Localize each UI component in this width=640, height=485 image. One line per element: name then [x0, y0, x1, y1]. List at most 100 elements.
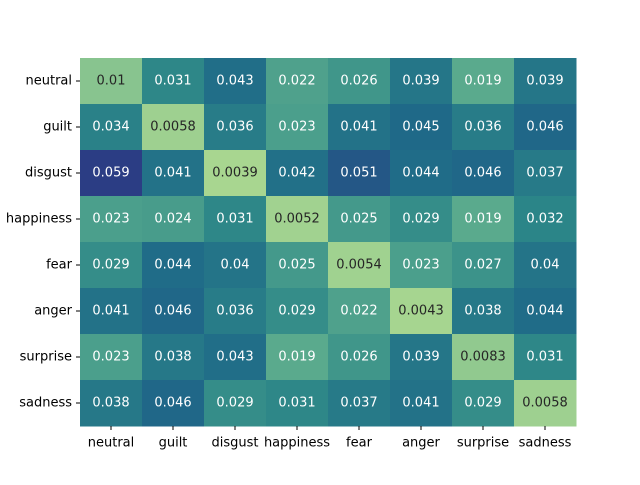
heatmap-cell [80, 288, 143, 335]
heatmap-cell [142, 150, 205, 197]
heatmap-cell [80, 104, 143, 151]
cell-value-label: 0.019 [464, 212, 501, 227]
y-tick-label: fear [46, 258, 73, 273]
x-tick-label: happiness [264, 436, 330, 451]
cell-value-label: 0.0039 [212, 166, 258, 181]
heatmap-cell [266, 58, 329, 105]
cell-value-label: 0.046 [464, 166, 501, 181]
heatmap-cell [328, 58, 391, 105]
heatmap-cell [142, 104, 205, 151]
cell-value-label: 0.019 [278, 350, 315, 365]
cell-value-label: 0.01 [97, 74, 126, 89]
cell-value-label: 0.0058 [522, 396, 568, 411]
cell-value-label: 0.038 [92, 396, 129, 411]
heatmap-cell [80, 58, 143, 105]
cell-value-label: 0.041 [154, 166, 191, 181]
y-tick-label: sadness [19, 396, 72, 411]
heatmap-cell [80, 196, 143, 243]
x-tick-label: disgust [212, 436, 259, 451]
heatmap-cell [452, 334, 515, 381]
cell-value-label: 0.051 [340, 166, 377, 181]
heatmap-cell [328, 288, 391, 335]
cell-value-label: 0.0058 [150, 120, 196, 135]
x-tick-label: neutral [88, 436, 135, 451]
cell-value-label: 0.04 [531, 258, 560, 273]
heatmap-cell [80, 242, 143, 289]
heatmap-cell [390, 380, 453, 427]
cell-value-label: 0.034 [92, 120, 129, 135]
heatmap-cell-labels: 0.01 0.031 0.043 0.022 0.026 0.039 0.019 0.039 0… [92, 74, 567, 411]
cell-value-label: 0.023 [92, 350, 129, 365]
heatmap-cell [142, 334, 205, 381]
cell-value-label: 0.045 [402, 120, 439, 135]
cell-value-label: 0.039 [526, 74, 563, 89]
cell-value-label: 0.043 [216, 74, 253, 89]
cell-value-label: 0.039 [402, 350, 439, 365]
cell-value-label: 0.029 [216, 396, 253, 411]
cell-value-label: 0.036 [216, 304, 253, 319]
x-axis: neutral guilt disgust happiness fear anger sur… [88, 426, 572, 451]
cell-value-label: 0.029 [92, 258, 129, 273]
cell-value-label: 0.022 [278, 74, 315, 89]
y-tick-label: surprise [20, 350, 72, 365]
heatmap-cell [204, 58, 267, 105]
cell-value-label: 0.023 [402, 258, 439, 273]
x-tick-label: sadness [519, 436, 572, 451]
x-tick-label: fear [346, 436, 373, 451]
cell-value-label: 0.031 [526, 350, 563, 365]
heatmap-cell [514, 334, 577, 381]
y-tick-label: anger [34, 304, 72, 319]
heatmap-cell [142, 380, 205, 427]
y-tick-label: happiness [6, 212, 72, 227]
cell-value-label: 0.029 [402, 212, 439, 227]
cell-value-label: 0.026 [340, 350, 377, 365]
heatmap-cells [80, 58, 577, 427]
cell-value-label: 0.041 [92, 304, 129, 319]
heatmap-cell [266, 288, 329, 335]
cell-value-label: 0.023 [92, 212, 129, 227]
cell-value-label: 0.059 [92, 166, 129, 181]
heatmap-cell [328, 150, 391, 197]
cell-value-label: 0.024 [154, 212, 191, 227]
heatmap-cell [514, 288, 577, 335]
y-tick-label: neutral [26, 74, 73, 89]
heatmap-cell [390, 58, 453, 105]
cell-value-label: 0.031 [216, 212, 253, 227]
heatmap-cell [142, 196, 205, 243]
heatmap-cell [452, 150, 515, 197]
heatmap-cell [328, 380, 391, 427]
cell-value-label: 0.037 [526, 166, 563, 181]
y-tick-label: disgust [25, 166, 72, 181]
x-tick-label: anger [402, 436, 440, 451]
cell-value-label: 0.046 [154, 304, 191, 319]
cell-value-label: 0.029 [464, 396, 501, 411]
y-axis: neutral guilt disgust happiness fear anger sur… [6, 74, 80, 411]
heatmap-cell [204, 150, 267, 197]
cell-value-label: 0.029 [278, 304, 315, 319]
heatmap-cell [452, 104, 515, 151]
cell-value-label: 0.044 [526, 304, 563, 319]
cell-value-label: 0.037 [340, 396, 377, 411]
y-tick-label: guilt [43, 120, 72, 135]
x-tick-label: guilt [159, 436, 188, 451]
heatmap-cell [514, 104, 577, 151]
cell-value-label: 0.038 [464, 304, 501, 319]
heatmap-cell [142, 242, 205, 289]
heatmap-cell [80, 334, 143, 381]
heatmap-cell [142, 58, 205, 105]
heatmap-cell [204, 104, 267, 151]
cell-value-label: 0.036 [464, 120, 501, 135]
cell-value-label: 0.026 [340, 74, 377, 89]
cell-value-label: 0.046 [526, 120, 563, 135]
cell-value-label: 0.032 [526, 212, 563, 227]
cell-value-label: 0.023 [278, 120, 315, 135]
cell-value-label: 0.044 [402, 166, 439, 181]
heatmap-cell [452, 380, 515, 427]
heatmap-cell [390, 150, 453, 197]
cell-value-label: 0.039 [402, 74, 439, 89]
heatmap-cell [266, 196, 329, 243]
cell-value-label: 0.025 [340, 212, 377, 227]
heatmap-cell [452, 196, 515, 243]
